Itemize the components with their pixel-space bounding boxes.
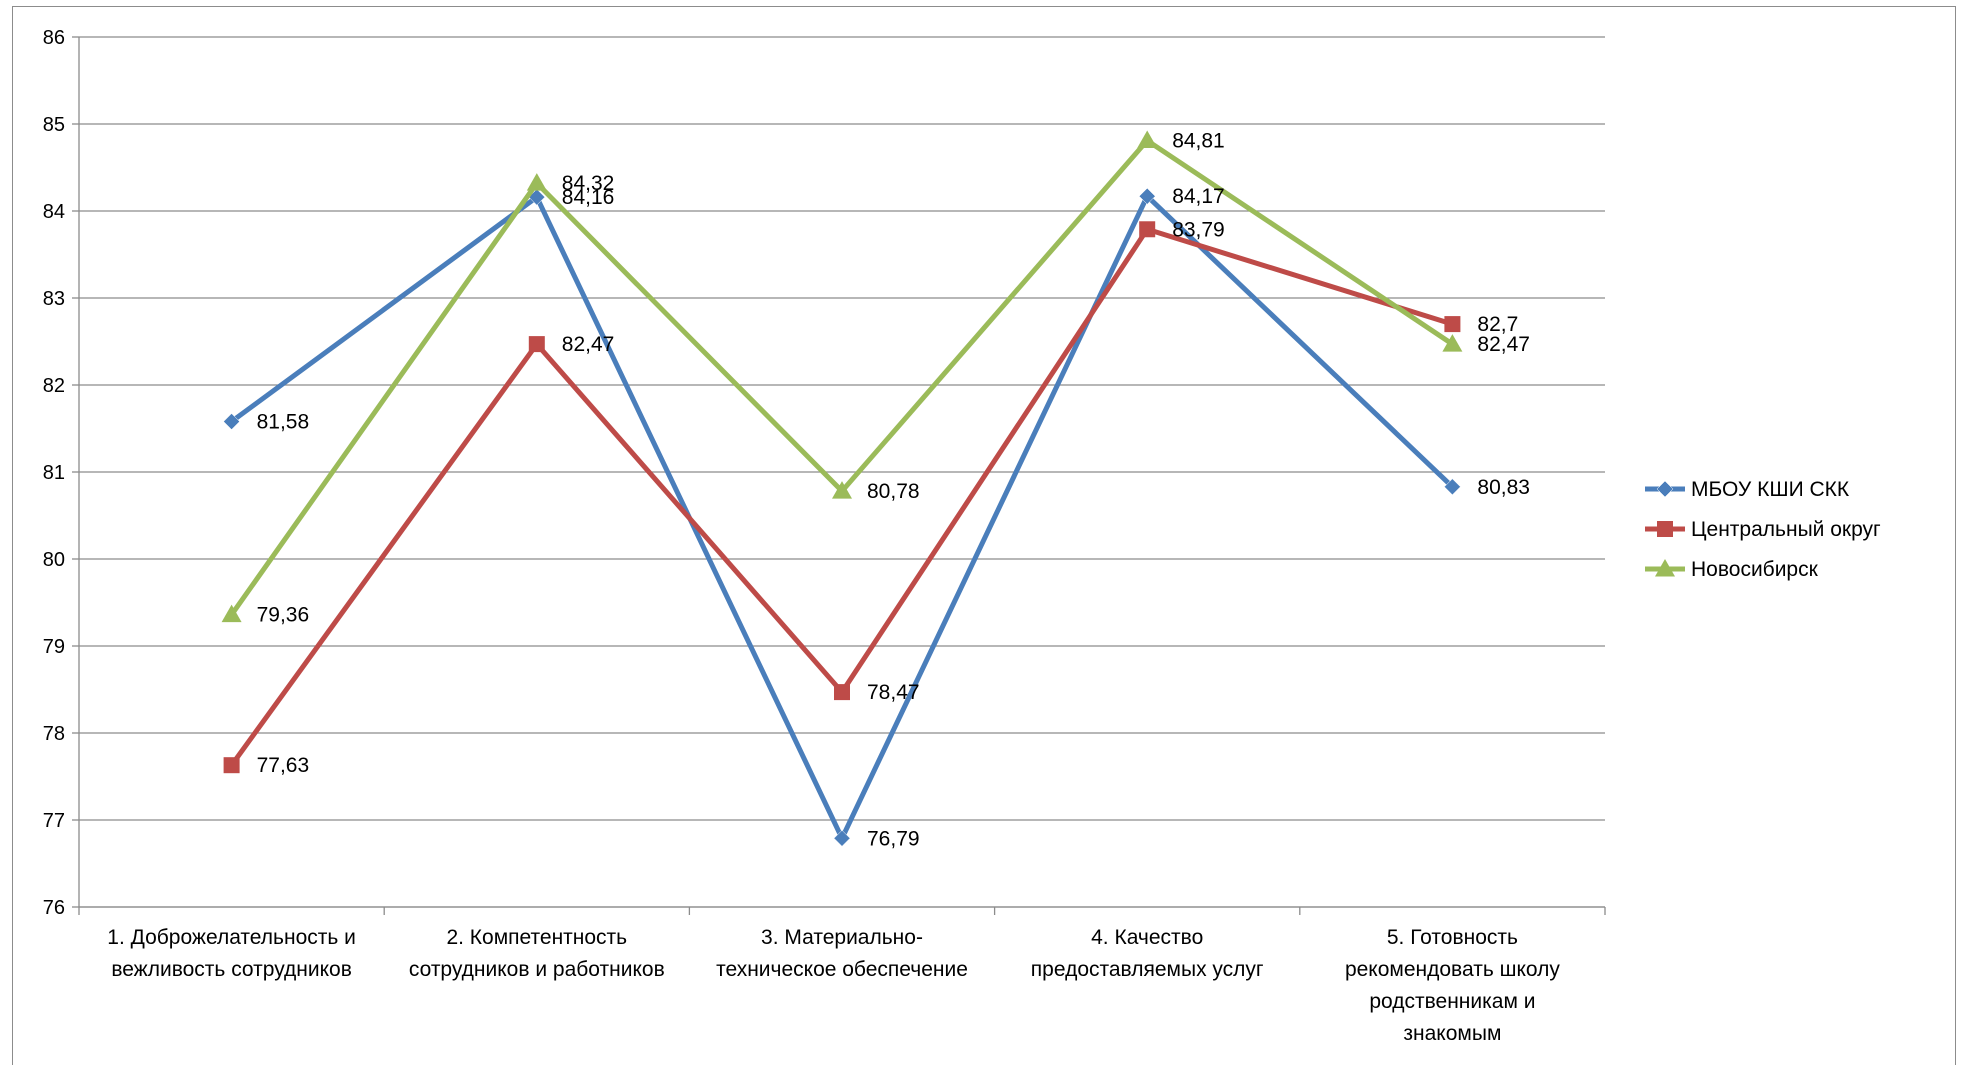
series-line: [230, 193, 1455, 841]
x-tick-label: 3. Материально-техническое обеспечение: [716, 926, 968, 981]
x-tick-label-line: 5. Готовность: [1387, 926, 1518, 949]
data-label: 82,7: [1477, 313, 1518, 336]
legend-item: Центральный округ: [1645, 518, 1881, 541]
x-tick-label: 1. Доброжелательность и вежливость сотруд…: [107, 926, 356, 981]
y-tick-label: 84: [43, 201, 65, 223]
x-tick-label-line: родственникам и: [1369, 990, 1535, 1013]
y-tick-label: 80: [43, 549, 65, 571]
x-tick-label-line: знакомым: [1403, 1022, 1501, 1045]
data-point: [223, 757, 240, 774]
data-point: [834, 684, 850, 701]
y-tick-label: 76: [43, 897, 65, 919]
data-point: [1444, 316, 1461, 333]
x-tick-label: 4. Качество предоставляемых услуг: [1031, 926, 1264, 981]
x-tick-label-line: техническое обеспечение: [716, 958, 968, 981]
data-label: 80,83: [1477, 476, 1530, 499]
y-tick-label: 83: [43, 288, 65, 310]
data-point: [223, 413, 240, 430]
y-tick-label: 78: [43, 723, 65, 745]
data-point: [221, 604, 242, 623]
data-label: 76,79: [867, 827, 920, 850]
data-label: 79,36: [257, 604, 310, 627]
x-tick-label-line: предоставляемых услуг: [1031, 958, 1264, 981]
chart-frame: 76 77 78 79 80 81 82 83 84 85 86 1. Доброжелательно…: [12, 6, 1956, 1065]
data-label: 77,63: [257, 754, 310, 777]
data-label: 78,47: [867, 681, 920, 704]
data-point: [1137, 130, 1158, 149]
data-point: [1444, 478, 1461, 496]
series-3: [221, 130, 1463, 623]
series-2: [223, 221, 1461, 774]
legend-marker: [1657, 521, 1673, 537]
x-tick-label-line: 1. Доброжелательность и: [107, 926, 356, 949]
x-tick-label-line: вежливость сотрудников: [111, 958, 352, 981]
legend-marker: [1656, 480, 1674, 498]
legend-item: Новосибирск: [1645, 558, 1819, 581]
data-label: 84,32: [562, 172, 615, 195]
x-tick-label: 2. Компетентность сотрудников и работнико…: [409, 926, 665, 981]
data-point: [1442, 334, 1463, 352]
data-label: 83,79: [1172, 218, 1225, 241]
x-tick-label-line: 4. Качество: [1091, 926, 1203, 949]
line-chart: 76 77 78 79 80 81 82 83 84 85 86 1. Доброжелательно…: [43, 27, 1881, 1045]
data-point: [1139, 221, 1156, 238]
y-tick-label: 86: [43, 27, 65, 49]
x-tick-label-line: 3. Материально-: [761, 926, 923, 949]
legend-label: Новосибирск: [1691, 558, 1819, 581]
legend-label: МБОУ КШИ СКК: [1691, 478, 1850, 501]
y-tick-label: 77: [43, 810, 65, 832]
legend-label: Центральный округ: [1691, 518, 1881, 541]
data-label: 82,47: [562, 333, 615, 356]
y-tick-label: 82: [43, 375, 65, 397]
data-label: 81,58: [257, 411, 310, 434]
legend-item: МБОУ КШИ СКК: [1645, 478, 1850, 501]
data-point: [833, 829, 851, 847]
data-point: [526, 173, 547, 191]
data-point: [528, 336, 545, 353]
data-label: 80,78: [867, 480, 920, 503]
x-tick-label-line: 2. Компетентность: [446, 926, 627, 949]
data-label: 82,47: [1477, 333, 1530, 356]
data-label: 84,81: [1172, 130, 1225, 153]
data-point: [832, 481, 852, 499]
series-line: [229, 138, 1454, 617]
x-tick-label-line: рекомендовать школу: [1345, 958, 1560, 981]
legend-marker: [1655, 559, 1675, 577]
data-label: 84,17: [1172, 185, 1225, 208]
data-label: 84,16: [562, 186, 615, 209]
y-tick-label: 79: [43, 636, 65, 658]
series-1: [223, 187, 1461, 847]
y-tick-label: 85: [43, 114, 65, 136]
data-point: [1138, 187, 1156, 205]
y-tick-label: 81: [43, 462, 65, 484]
x-tick-label: 5. Готовность рекомендовать школу родствен…: [1345, 926, 1560, 1045]
x-tick-label-line: сотрудников и работников: [409, 958, 665, 981]
